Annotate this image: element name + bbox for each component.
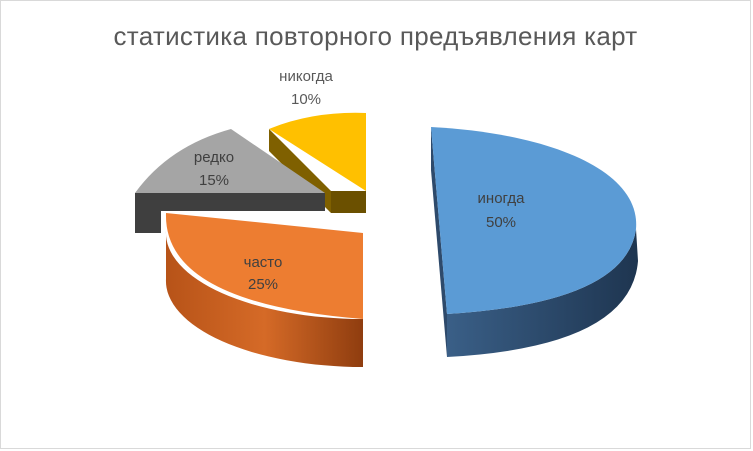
label-redko-value: 15% [199,172,229,189]
slice-nikogda-top [269,112,366,191]
chart-title: статистика повторного предъявления карт [113,21,638,51]
slice-inogda-side [447,229,638,357]
slice-inogda-wall [431,127,447,357]
slice-inogda-top [431,127,637,314]
label-inogda-name: иногда [478,190,526,207]
slice-redko-wall [135,193,325,233]
label-inogda-value: 50% [486,214,516,231]
slice-nikogda-wall-inner [331,191,366,213]
slice-chasto-side [165,231,363,367]
label-chasto-value: 25% [248,276,278,293]
slice-chasto-top [165,213,363,319]
label-redko-name: редко [194,149,234,166]
slice-inogda [431,127,638,357]
label-nikogda-value: 10% [291,91,321,108]
slice-chasto [165,213,363,367]
slice-redko-top [135,129,325,193]
label-chasto-name: часто [244,254,283,271]
slice-redko [135,129,325,233]
label-nikogda-name: никогда [279,68,333,85]
